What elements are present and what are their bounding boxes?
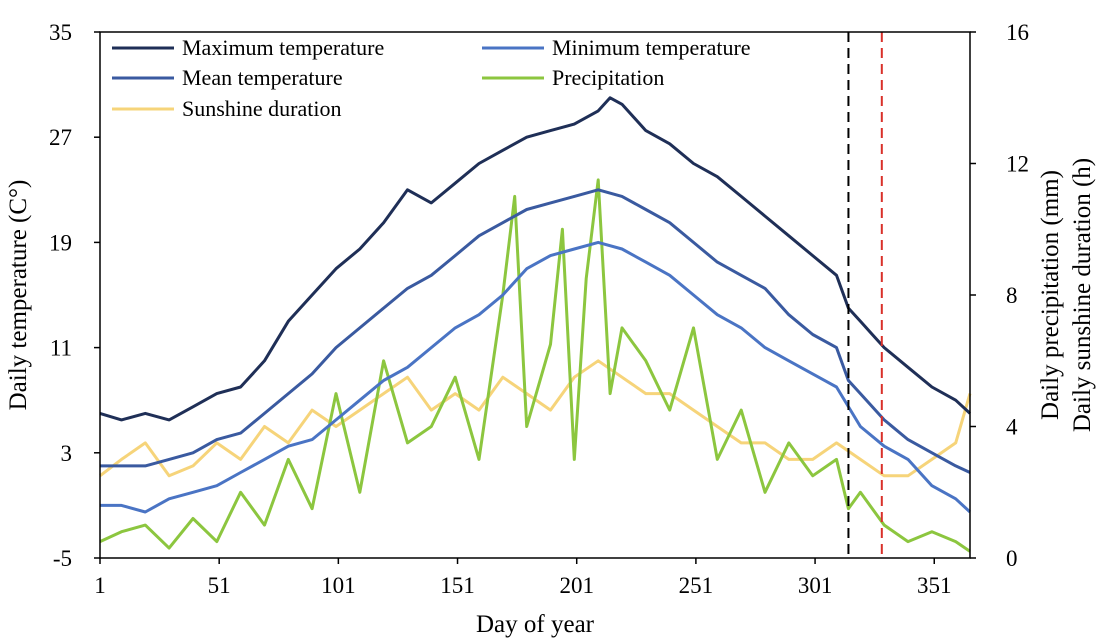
vertical-marker-layer — [847, 32, 883, 558]
series-line-mean-temperature — [100, 188, 971, 474]
x-axis-title: Day of year — [476, 611, 595, 638]
y-left-tick-label: 11 — [50, 336, 72, 361]
y-right-tick-label: 0 — [1006, 546, 1018, 571]
x-tick-label: 251 — [679, 573, 714, 598]
y-right-tick-label: 16 — [1006, 20, 1029, 45]
series-line-sunshine-duration — [99, 359, 972, 478]
x-tick-label: 101 — [321, 573, 356, 598]
y-right-tick-label: 12 — [1006, 152, 1029, 177]
legend-label-minimum-temperature: Minimum temperature — [552, 35, 751, 60]
x-tick-label: 351 — [917, 573, 952, 598]
y-left-tick-label: 27 — [49, 125, 72, 150]
series-line-minimum-temperature — [100, 240, 972, 514]
legend-label-mean-temperature: Mean temperature — [182, 65, 343, 90]
legend: Maximum temperature Minimum temperature Me… — [112, 35, 751, 121]
y-right-axis-title-line2: Daily sunshine duration (h) — [1069, 158, 1096, 432]
y-right-axis-title-line1: Daily precipitation (mm) — [1037, 170, 1064, 420]
series-line-maximum-temperature — [99, 96, 972, 422]
x-tick-label: 1 — [94, 573, 106, 598]
y-left-tick-label: 19 — [49, 230, 72, 255]
y-right-tick-label: 4 — [1006, 415, 1018, 440]
y-right-tick-label: 8 — [1006, 283, 1018, 308]
x-tick-label: 201 — [559, 573, 594, 598]
x-tick-label: 301 — [798, 573, 833, 598]
legend-label-maximum-temperature: Maximum temperature — [182, 35, 384, 60]
x-tick-label: 51 — [208, 573, 231, 598]
y-left-tick-label: 35 — [49, 20, 72, 45]
series-line-precipitation — [99, 178, 971, 553]
x-tick-label: 151 — [440, 573, 475, 598]
axes-layer: 1 51 101 151 201 251 301 351-53111927350481216D… — [5, 20, 1096, 638]
y-left-tick-label: 3 — [61, 441, 73, 466]
series-layer — [99, 96, 972, 553]
legend-label-sunshine-duration: Sunshine duration — [182, 96, 342, 121]
legend-label-precipitation: Precipitation — [552, 65, 664, 90]
y-left-axis-title: Daily temperature (C°) — [5, 180, 32, 411]
y-left-tick-label: -5 — [53, 546, 72, 571]
